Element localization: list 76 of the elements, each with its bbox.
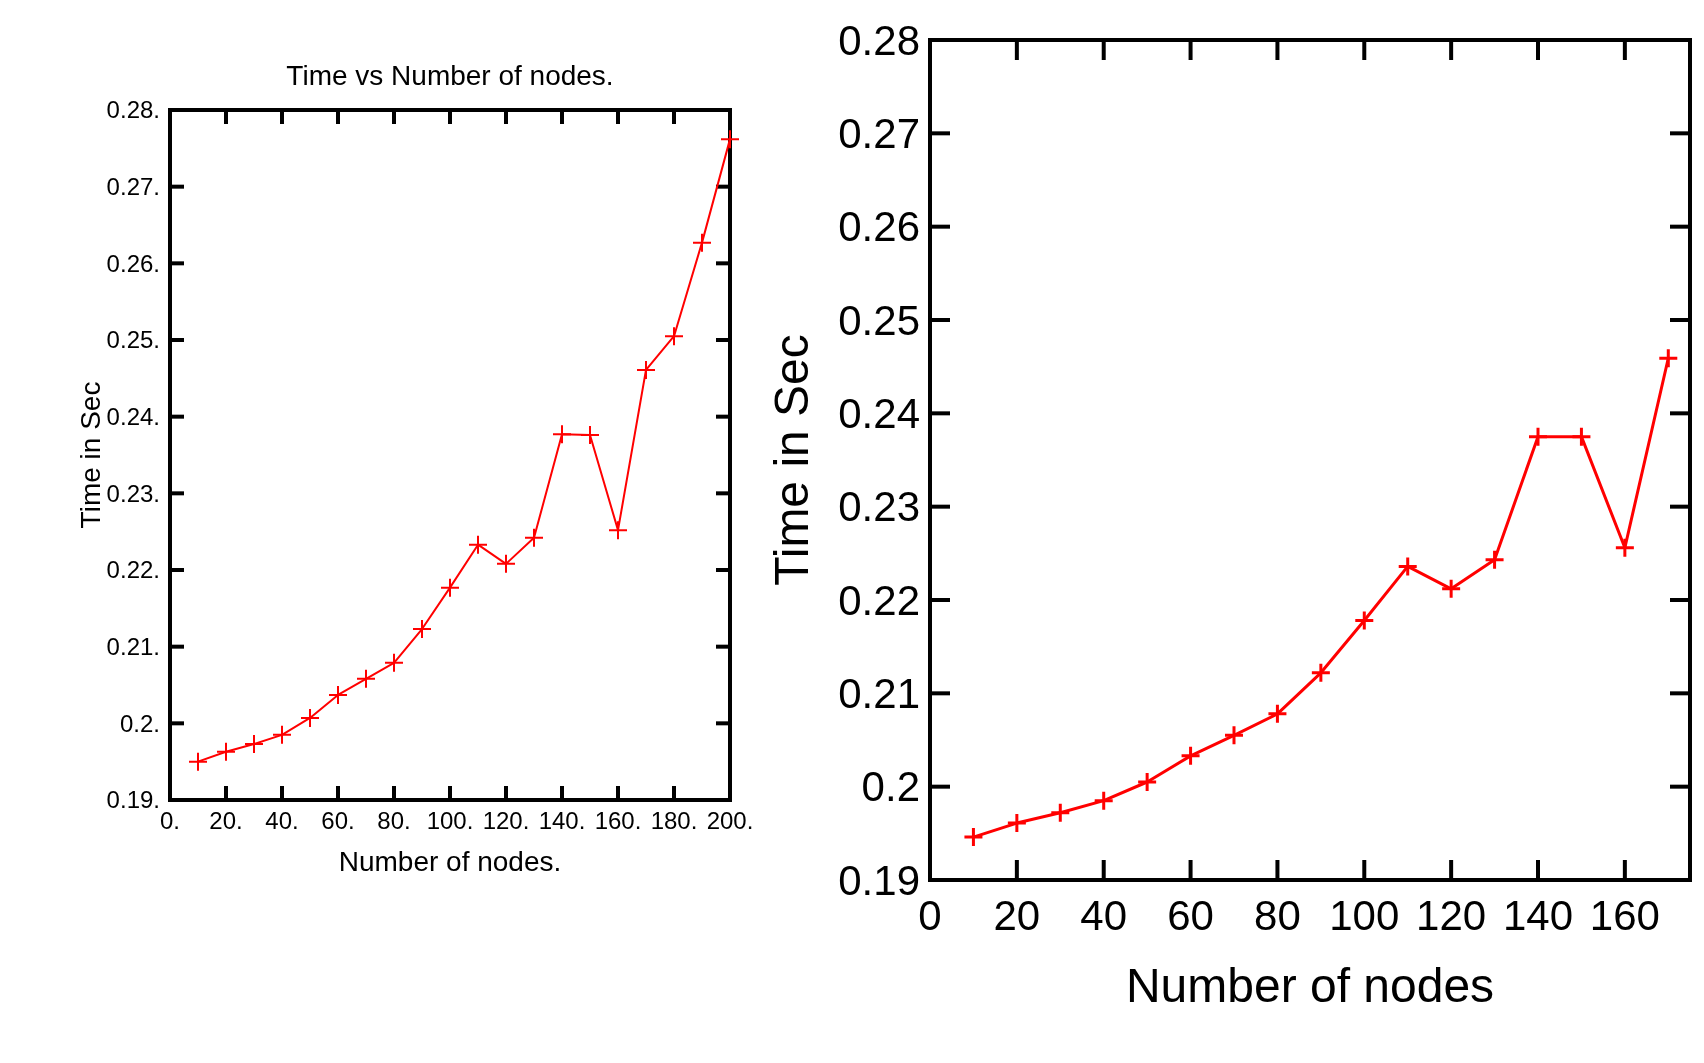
x-tick-label: 80 <box>1254 892 1301 940</box>
x-tick-label: 120 <box>1416 892 1487 940</box>
y-tick-label: 0.19. <box>106 786 160 814</box>
y-tick-label: 0.22 <box>838 576 920 624</box>
point <box>1266 703 1288 725</box>
y-tick-label: 0.24. <box>106 403 160 431</box>
point <box>356 668 376 689</box>
y-tick-label: 0.22. <box>106 556 160 584</box>
y-tick-label: 0.21 <box>838 670 920 718</box>
point <box>1180 745 1202 767</box>
y-tick-label: 0.19 <box>838 856 920 904</box>
x-tick-label: 100 <box>1329 892 1400 940</box>
point <box>1049 802 1071 824</box>
x-tick-label: 140 <box>1502 892 1574 940</box>
point <box>1353 610 1375 632</box>
x-axis-title: Number of nodes <box>1125 959 1495 1013</box>
point <box>496 553 516 574</box>
x-tick-label: 180. <box>650 806 698 834</box>
point <box>1093 790 1115 812</box>
point <box>440 577 460 598</box>
x-tick-label: 80. <box>377 806 411 834</box>
x-tick-label: 140. <box>538 806 586 834</box>
point <box>962 826 984 848</box>
x-tick-label: 40 <box>1080 892 1128 940</box>
chart-title: Time vs Number of nodes. <box>286 59 614 91</box>
x-tick-label: 160 <box>1589 892 1660 940</box>
x-tick-label: 160. <box>594 806 642 834</box>
point <box>608 520 628 541</box>
x-tick-label: 0 <box>918 892 942 940</box>
y-tick-label: 0.2. <box>119 709 160 737</box>
point <box>692 232 712 253</box>
y-tick-label: 0.21. <box>106 633 160 661</box>
x-tick-label: 0. <box>159 806 181 834</box>
y-axis-title: Time in Sec <box>75 381 107 529</box>
point <box>1484 549 1506 571</box>
point <box>1397 555 1419 577</box>
point <box>1223 724 1245 746</box>
y-tick-label: 0.2 <box>861 763 920 811</box>
point <box>1527 426 1549 448</box>
y-tick-label: 0.28. <box>106 96 160 124</box>
y-tick-label: 0.26. <box>106 249 160 277</box>
point <box>1440 578 1462 600</box>
point <box>272 724 292 745</box>
x-axis-title: Number of nodes. <box>338 845 562 877</box>
x-tick-label: 120. <box>482 806 530 834</box>
point <box>384 652 404 673</box>
point <box>664 326 684 347</box>
point <box>216 741 236 762</box>
point <box>1614 537 1636 559</box>
y-tick-label: 0.25 <box>838 296 920 344</box>
point <box>1657 347 1679 369</box>
y-axis-title: Time in Sec <box>765 334 819 586</box>
x-tick-label: 60. <box>321 806 355 834</box>
x-tick-label: 200. <box>706 806 754 834</box>
point <box>468 534 488 555</box>
y-tick-label: 0.23 <box>838 483 920 531</box>
y-tick-label: 0.27. <box>106 173 160 201</box>
x-tick-label: 100. <box>426 806 474 834</box>
point <box>1006 812 1028 834</box>
x-tick-label: 60 <box>1167 892 1214 940</box>
point <box>720 129 740 150</box>
y-tick-label: 0.24 <box>838 390 920 438</box>
y-tick-label: 0.25. <box>106 326 160 354</box>
point <box>1136 771 1158 793</box>
y-tick-label: 0.26 <box>838 203 920 251</box>
y-tick-label: 0.23. <box>106 479 160 507</box>
x-tick-label: 20 <box>993 892 1041 940</box>
point <box>552 424 572 445</box>
point <box>524 527 544 548</box>
x-tick-label: 40. <box>265 806 299 834</box>
point <box>188 751 208 772</box>
point <box>1310 662 1332 684</box>
y-tick-label: 0.27 <box>838 110 920 158</box>
point <box>1570 426 1592 448</box>
y-tick-label: 0.28 <box>838 16 920 64</box>
x-tick-label: 20. <box>209 806 243 834</box>
